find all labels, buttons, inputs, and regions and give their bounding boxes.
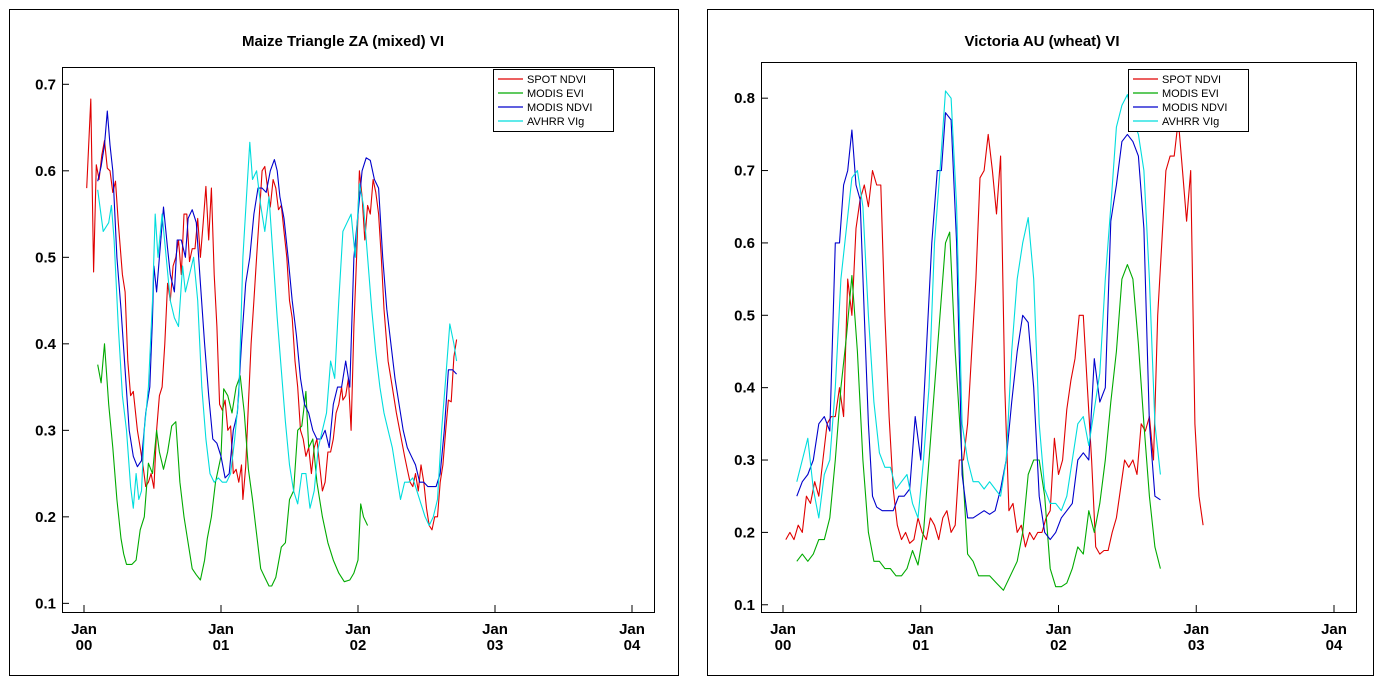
x-tick-label-month: Jan (908, 621, 934, 638)
y-tick-label: 0.2 (734, 524, 755, 541)
legend-label: MODIS EVI (1162, 88, 1219, 100)
y-tick-label: 0.6 (734, 235, 755, 252)
x-tick-label-month: Jan (1046, 621, 1072, 638)
x-tick-label-year: 01 (912, 637, 929, 654)
x-tick-label-year: 00 (775, 637, 792, 654)
legend: SPOT NDVI MODIS EVI MODIS NDVI AVHRR VIg (493, 69, 614, 132)
x-tick-label-month: Jan (482, 621, 508, 638)
panel-frame (707, 9, 1374, 676)
x-tick-label-month: Jan (208, 621, 234, 638)
x-tick-label-month: Jan (345, 621, 371, 638)
series-line-modis-evi (97, 343, 369, 587)
legend-label: MODIS NDVI (1162, 102, 1227, 114)
legend-label: SPOT NDVI (1162, 74, 1221, 86)
x-tick-label-year: 00 (76, 637, 93, 654)
plot-area (761, 62, 1357, 613)
chart-panel-maize: Maize Triangle ZA (mixed) VI 0.1 0.2 0.3 0.… (9, 9, 679, 676)
x-tick-label-year: 02 (1050, 637, 1067, 654)
y-tick-label: 0.3 (35, 422, 56, 439)
series-line-avhrr-vig (796, 90, 1161, 519)
series-line-modis-evi (796, 231, 1161, 591)
legend-label: MODIS NDVI (527, 102, 592, 114)
x-tick-label-month: Jan (1321, 621, 1347, 638)
series-line-avhrr-vig (97, 141, 458, 527)
x-tick-label-year: 04 (624, 637, 641, 654)
y-tick-label: 0.4 (35, 336, 57, 353)
x-tick-label-year: 01 (213, 637, 230, 654)
legend: SPOT NDVI MODIS EVI MODIS NDVI AVHRR VIg (1128, 69, 1249, 132)
chart-panel-victoria: Victoria AU (wheat) VI 0.1 0.2 0.3 0.4 0.5 0.… (707, 9, 1374, 676)
y-tick-label: 0.3 (734, 452, 755, 469)
legend-label: AVHRR VIg (1162, 116, 1219, 128)
y-tick-label: 0.1 (734, 597, 755, 614)
x-tick-label-year: 04 (1326, 637, 1343, 654)
legend-label: SPOT NDVI (527, 74, 586, 86)
series-line-spot-ndvi (785, 119, 1204, 555)
series-line-modis-ndvi (796, 112, 1161, 541)
x-tick-label-month: Jan (71, 621, 97, 638)
y-tick-label: 0.6 (35, 163, 56, 180)
legend-label: AVHRR VIg (527, 116, 584, 128)
y-tick-label: 0.8 (734, 90, 755, 107)
chart-title: Victoria AU (wheat) VI (964, 33, 1119, 50)
y-tick-label: 0.7 (734, 163, 755, 180)
x-tick-label-year: 02 (350, 637, 367, 654)
x-tick-label-month: Jan (619, 621, 645, 638)
y-tick-label: 0.7 (35, 76, 56, 93)
legend-label: MODIS EVI (527, 88, 584, 100)
x-tick-label-year: 03 (487, 637, 504, 654)
plot-area (62, 67, 655, 613)
x-tick-label-month: Jan (770, 621, 796, 638)
y-tick-label: 0.5 (734, 307, 755, 324)
chart-title: Maize Triangle ZA (mixed) VI (242, 33, 444, 50)
y-tick-label: 0.4 (734, 380, 756, 397)
y-tick-label: 0.2 (35, 509, 56, 526)
y-tick-label: 0.5 (35, 249, 56, 266)
x-tick-label-month: Jan (1183, 621, 1209, 638)
series-line-spot-ndvi (86, 98, 458, 531)
x-tick-label-year: 03 (1188, 637, 1205, 654)
y-tick-label: 0.1 (35, 595, 56, 612)
